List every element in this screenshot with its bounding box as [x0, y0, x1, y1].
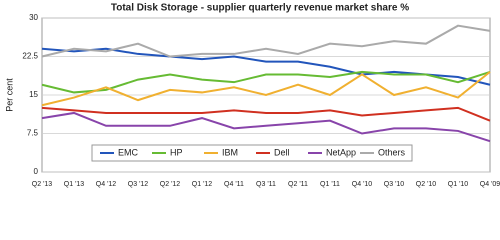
chart-title: Total Disk Storage - supplier quarterly …	[111, 3, 409, 14]
x-tick-label: Q4 '10	[352, 181, 373, 188]
x-tick-label: Q2 '13	[32, 181, 53, 188]
legend: EMC HP IBM Dell NetApp Others	[91, 144, 413, 162]
chart: Total Disk Storage - supplier quarterly …	[4, 3, 500, 188]
x-tick-label: Q3 '12	[128, 181, 149, 188]
legend-label: Others	[378, 147, 406, 157]
y-tick-label: 30	[29, 13, 38, 22]
x-tick-label: Q1 '12	[192, 181, 213, 188]
legend-box	[91, 144, 413, 162]
legend-label: EMC	[118, 147, 139, 157]
x-tick-label: Q4 '11	[224, 181, 244, 188]
legend-label: HP	[170, 147, 183, 157]
legend-label: NetApp	[326, 147, 356, 157]
x-tick-label: Q4 '09	[480, 181, 500, 188]
y-tick-label: 15	[29, 90, 38, 99]
x-tick-label: Q3 '11	[256, 181, 276, 188]
y-tick-label: 7.5	[27, 129, 39, 138]
legend-label: IBM	[222, 147, 238, 157]
series-line	[41, 106, 491, 122]
series-line	[41, 24, 491, 58]
legend-label: Dell	[274, 147, 290, 157]
y-tick-label: 0	[34, 167, 39, 176]
x-tick-label: Q2 '10	[416, 181, 437, 188]
y-tick-label: 22.5	[22, 52, 38, 61]
series-line	[41, 111, 491, 143]
x-tick-label: Q1 '10	[448, 181, 469, 188]
x-tick-label: Q4 '12	[96, 181, 117, 188]
x-tick-label: Q1 '13	[64, 181, 85, 188]
x-tick-label: Q1 '11	[320, 181, 340, 188]
x-tick-label: Q2 '11	[288, 181, 308, 188]
series-line	[41, 71, 491, 107]
x-tick-label: Q2 '12	[160, 181, 181, 188]
y-axis-label: Per cent	[4, 78, 14, 112]
x-tick-label: Q3 '10	[384, 181, 405, 188]
series-line	[41, 70, 491, 94]
